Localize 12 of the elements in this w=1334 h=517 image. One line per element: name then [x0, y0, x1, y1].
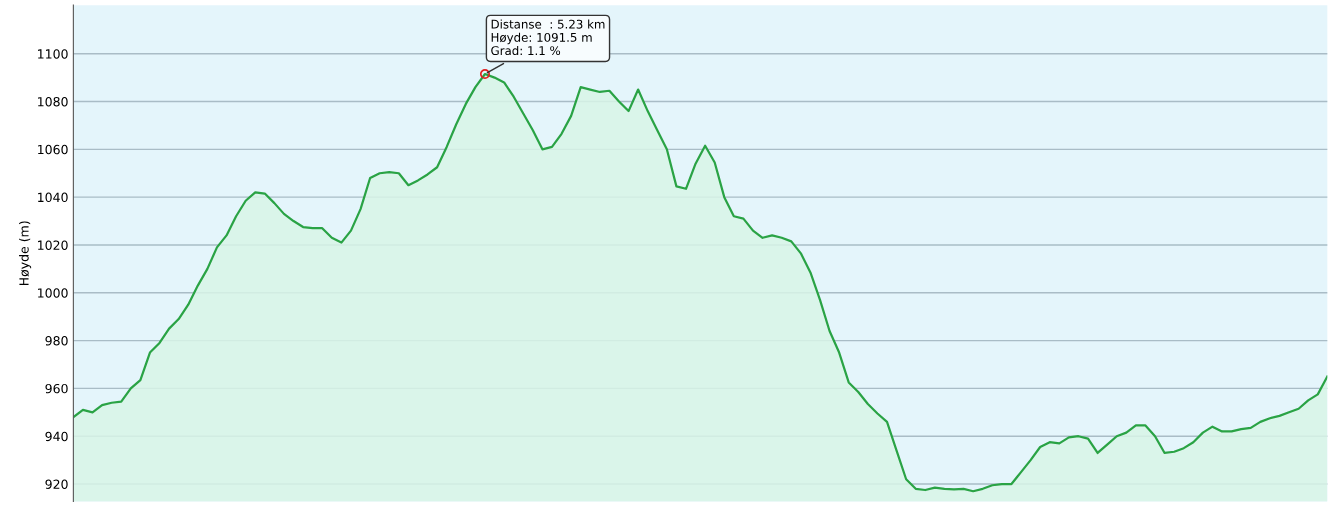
y-tick-label: 980 — [45, 336, 68, 346]
y-tick-label: 920 — [45, 479, 68, 489]
y-tick-label: 1060 — [38, 144, 68, 155]
y-tick-label: 940 — [45, 431, 68, 442]
y-axis-title: Høyde (m) — [19, 221, 32, 286]
y-tick-label: 960 — [45, 383, 68, 394]
annotation: Distanse : 5.23 km Høyde: 1091.5 m Grad: 1.1 % — [491, 19, 605, 56]
y-tick-label: 1080 — [38, 96, 68, 107]
y-tick-label: 1000 — [38, 288, 68, 298]
y-tick-label: 1020 — [38, 240, 68, 250]
y-tick-label: 1040 — [38, 192, 68, 203]
y-tick-label: 1100 — [38, 49, 68, 59]
